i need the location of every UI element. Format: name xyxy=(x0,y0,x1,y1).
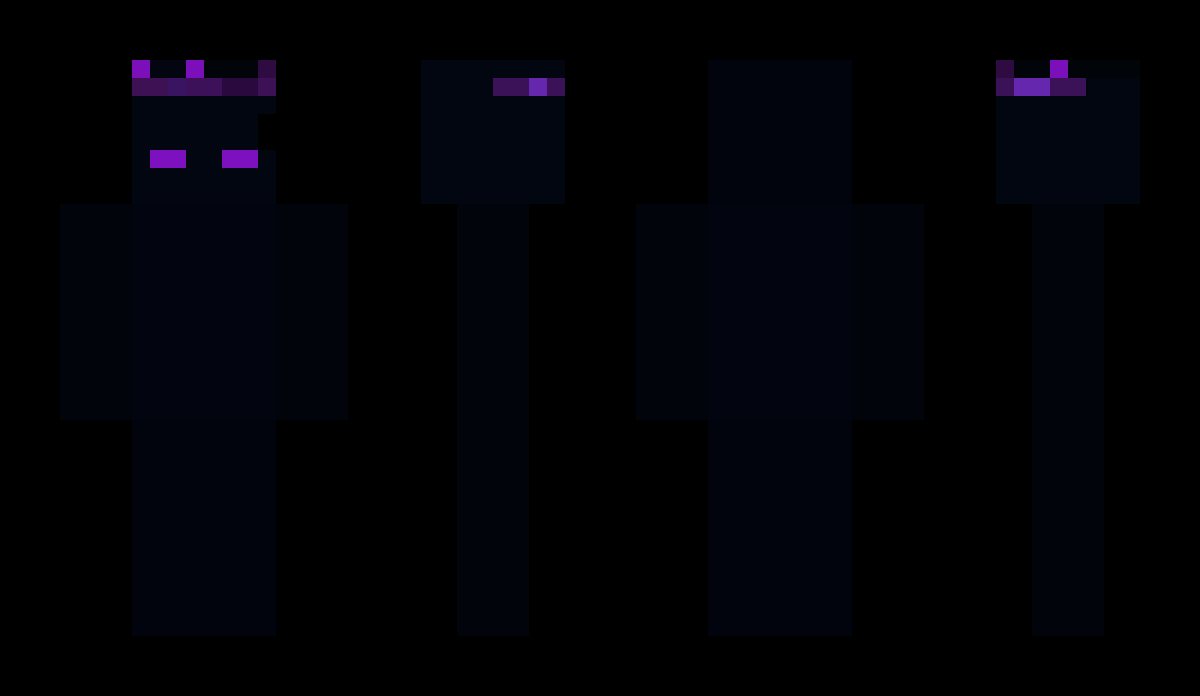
front-view-crown-band-seg-3 xyxy=(186,78,222,96)
right-side-view-crown-band-front xyxy=(547,78,565,96)
right-side-view-crown-band-back xyxy=(493,78,529,96)
right-side-view-crown-band-bright xyxy=(529,78,547,96)
back-view-left-arm xyxy=(636,204,708,420)
front-view-crown-spike-left xyxy=(132,60,150,78)
back-view-right-arm xyxy=(852,204,924,420)
left-side-view-crown-band-front xyxy=(996,78,1014,96)
front-view-legs xyxy=(132,420,276,636)
left-side-view-crown-spike xyxy=(1050,60,1068,78)
front-view-crown-corner xyxy=(258,60,276,78)
front-view-crown-spike-mid xyxy=(186,60,204,78)
left-side-view-crown-corner xyxy=(996,60,1014,78)
left-side-view-hat-top-row xyxy=(996,60,1140,78)
front-view-hat-top-row-light xyxy=(150,60,186,78)
front-view-crown-band-seg-4 xyxy=(222,78,258,96)
front-view-crown-band-seg-2 xyxy=(168,78,186,96)
front-view-right-eye xyxy=(222,150,258,168)
back-view-head xyxy=(708,60,852,204)
right-side-view-arm-leg-column xyxy=(457,204,529,636)
front-view-left-eye xyxy=(150,150,186,168)
front-view-torso xyxy=(132,204,276,420)
back-view-legs xyxy=(708,420,852,636)
front-view-left-arm xyxy=(60,204,132,420)
left-side-view-arm-leg-column xyxy=(1032,204,1104,636)
left-side-view-crown-band-bright xyxy=(1014,78,1050,96)
left-side-view-crown-band-back xyxy=(1050,78,1086,96)
front-view-head-transparent-notch xyxy=(258,114,276,150)
back-view-torso xyxy=(708,204,852,420)
front-view-right-arm xyxy=(276,204,348,420)
front-view-crown-band-seg-5 xyxy=(258,78,276,96)
front-view-crown-band-seg-1 xyxy=(132,78,168,96)
